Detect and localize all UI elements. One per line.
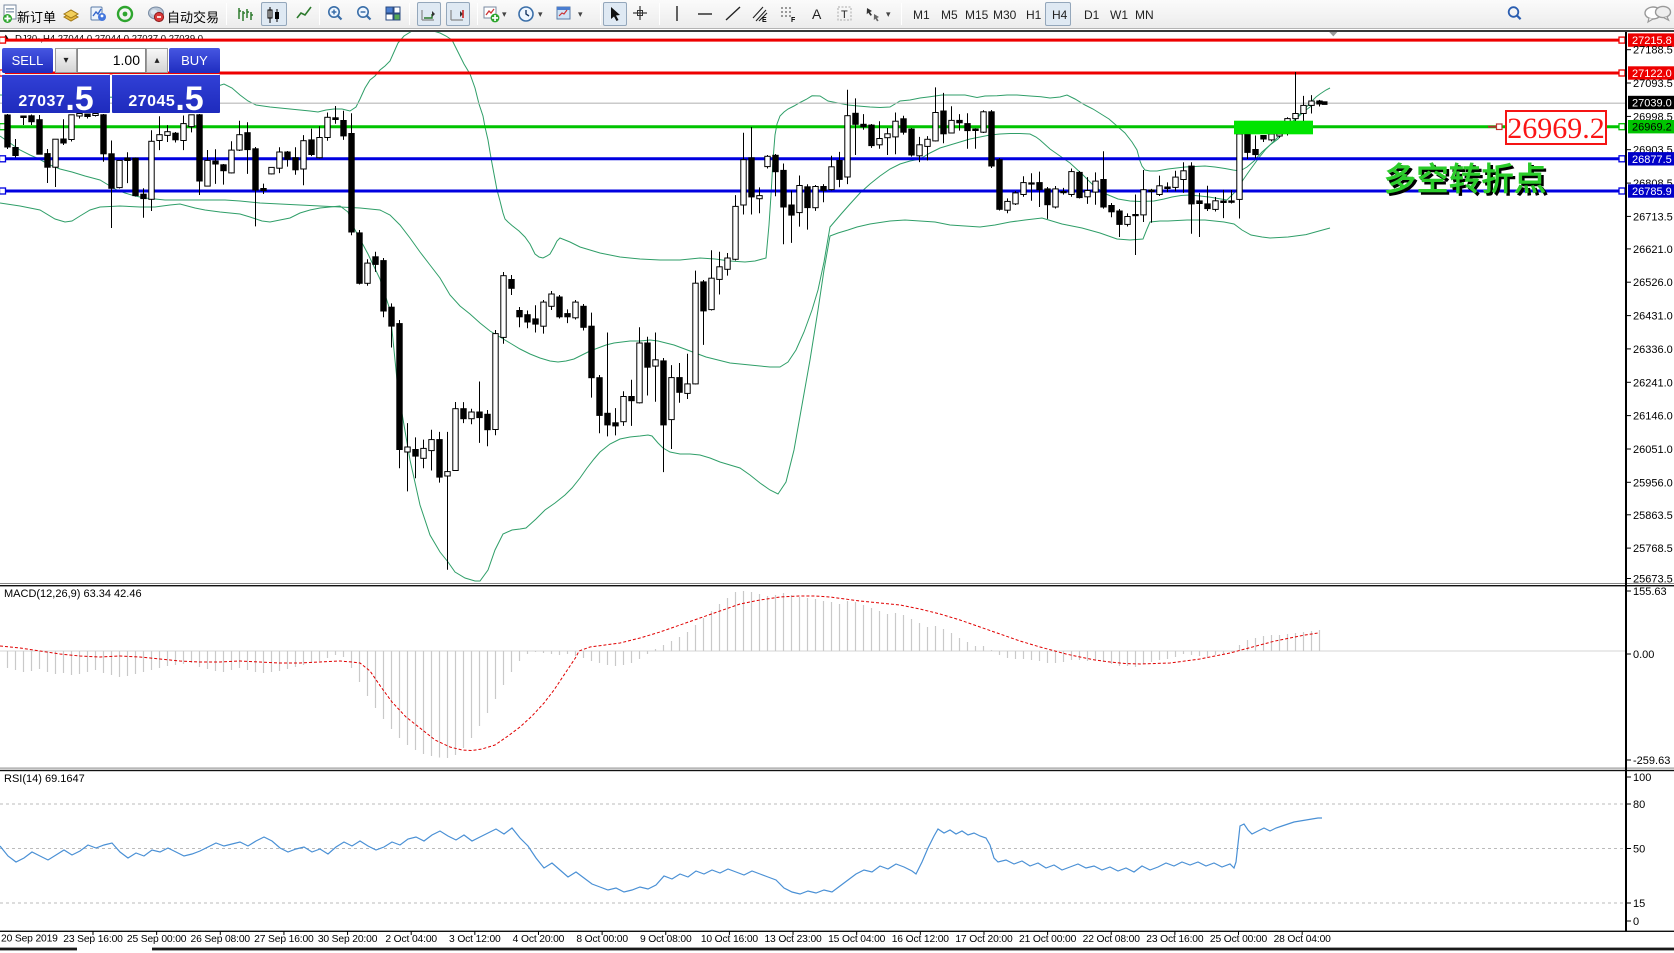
svg-text:28 Oct 04:00: 28 Oct 04:00 xyxy=(1274,934,1332,945)
svg-text:27 Sep 16:00: 27 Sep 16:00 xyxy=(254,934,314,945)
svg-text:26877.5: 26877.5 xyxy=(1632,154,1672,166)
svg-text:9 Oct 08:00: 9 Oct 08:00 xyxy=(640,934,692,945)
svg-text:25 Oct 00:00: 25 Oct 00:00 xyxy=(1210,934,1268,945)
svg-text:26969.2: 26969.2 xyxy=(1632,122,1672,134)
svg-text:2 Oct 04:00: 2 Oct 04:00 xyxy=(385,934,437,945)
svg-text:3 Oct 12:00: 3 Oct 12:00 xyxy=(449,934,501,945)
svg-text:23 Oct 16:00: 23 Oct 16:00 xyxy=(1146,934,1204,945)
svg-text:30 Sep 20:00: 30 Sep 20:00 xyxy=(318,934,378,945)
svg-text:80: 80 xyxy=(1633,799,1645,811)
svg-text:27093.5: 27093.5 xyxy=(1633,78,1673,90)
svg-text:13 Oct 23:00: 13 Oct 23:00 xyxy=(764,934,822,945)
svg-text:多空转折点: 多空转折点 xyxy=(1384,161,1547,197)
svg-text:26241.0: 26241.0 xyxy=(1633,377,1673,389)
svg-text:27215.8: 27215.8 xyxy=(1632,35,1672,47)
svg-text:26621.0: 26621.0 xyxy=(1633,244,1673,256)
svg-text:8 Oct 00:00: 8 Oct 00:00 xyxy=(576,934,628,945)
svg-text:27188.5: 27188.5 xyxy=(1633,45,1673,57)
svg-text:25 Sep 00:00: 25 Sep 00:00 xyxy=(127,934,187,945)
svg-text:26785.9: 26785.9 xyxy=(1632,186,1672,198)
svg-text:0: 0 xyxy=(1633,916,1639,928)
svg-text:F: F xyxy=(791,17,796,24)
svg-text:100: 100 xyxy=(1633,772,1651,784)
svg-text:26431.0: 26431.0 xyxy=(1633,311,1673,323)
svg-text:20 Sep 2019: 20 Sep 2019 xyxy=(1,934,58,945)
svg-text:25673.5: 25673.5 xyxy=(1633,574,1673,586)
svg-text:26969.2: 26969.2 xyxy=(1507,112,1605,145)
svg-text:27122.0: 27122.0 xyxy=(1632,68,1672,80)
svg-text:27039.0: 27039.0 xyxy=(1632,98,1672,110)
svg-text:26526.0: 26526.0 xyxy=(1633,277,1673,289)
svg-text:T: T xyxy=(841,9,848,21)
svg-text:23 Sep 16:00: 23 Sep 16:00 xyxy=(63,934,123,945)
svg-text:21 Oct 00:00: 21 Oct 00:00 xyxy=(1019,934,1077,945)
svg-text:50: 50 xyxy=(1633,844,1645,856)
svg-text:RSI(14) 69.1647: RSI(14) 69.1647 xyxy=(4,773,85,785)
svg-text:155.63: 155.63 xyxy=(1633,586,1667,598)
svg-text:25768.5: 25768.5 xyxy=(1633,543,1673,555)
svg-text:17 Oct 20:00: 17 Oct 20:00 xyxy=(955,934,1013,945)
svg-text:16 Oct 12:00: 16 Oct 12:00 xyxy=(892,934,950,945)
svg-text:15: 15 xyxy=(1633,898,1645,910)
svg-text:A: A xyxy=(812,6,822,22)
svg-text:25863.5: 25863.5 xyxy=(1633,510,1673,522)
svg-text:25956.0: 25956.0 xyxy=(1633,477,1673,489)
svg-text:26713.5: 26713.5 xyxy=(1633,211,1673,223)
svg-text:22 Oct 08:00: 22 Oct 08:00 xyxy=(1083,934,1141,945)
svg-text:26146.0: 26146.0 xyxy=(1633,411,1673,423)
svg-text:多空转折点: 多空转折点 xyxy=(1387,164,1550,200)
svg-text:26336.0: 26336.0 xyxy=(1633,344,1673,356)
svg-text:26051.0: 26051.0 xyxy=(1633,444,1673,456)
svg-text:15 Oct 04:00: 15 Oct 04:00 xyxy=(828,934,886,945)
svg-text:26 Sep 08:00: 26 Sep 08:00 xyxy=(191,934,251,945)
svg-text:0.00: 0.00 xyxy=(1633,649,1654,661)
svg-text:4 Oct 20:00: 4 Oct 20:00 xyxy=(513,934,565,945)
svg-text:10 Oct 16:00: 10 Oct 16:00 xyxy=(701,934,759,945)
svg-text:-259.63: -259.63 xyxy=(1633,755,1670,767)
svg-text:E: E xyxy=(762,17,767,24)
svg-text:MACD(12,26,9) 63.34 42.46: MACD(12,26,9) 63.34 42.46 xyxy=(4,588,142,600)
